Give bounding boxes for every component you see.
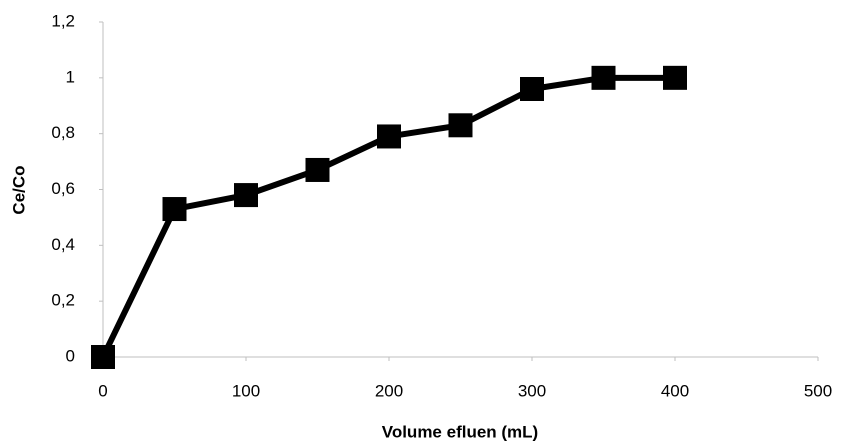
data-point [162,197,187,222]
x-tick-label: 300 [518,381,546,400]
y-tick-label: 1,2 [51,11,75,30]
data-point [520,77,544,101]
x-tick-label: 100 [232,381,260,400]
y-tick-label: 0,4 [51,235,75,254]
x-tick-label: 500 [804,381,832,400]
x-axis-label: Volume efluen (mL) [382,422,538,441]
data-point [305,157,330,182]
data-line [100,74,675,359]
data-point [663,65,687,90]
y-tick-label: 0 [66,346,75,365]
y-tick-label: 0,2 [51,291,75,310]
data-point [234,183,258,208]
y-tick-label: 1 [66,67,75,86]
y-axis-label: Ce/Co [9,165,28,214]
y-tick-label: 0,8 [51,123,75,142]
data-point [91,345,115,369]
x-tick-label: 200 [375,381,403,400]
data-point [448,113,473,138]
x-tick-label: 400 [661,381,689,400]
data-point [591,65,616,90]
x-tick-label: 0 [98,381,107,400]
data-point [377,124,401,149]
y-tick-label: 0,6 [51,179,75,198]
